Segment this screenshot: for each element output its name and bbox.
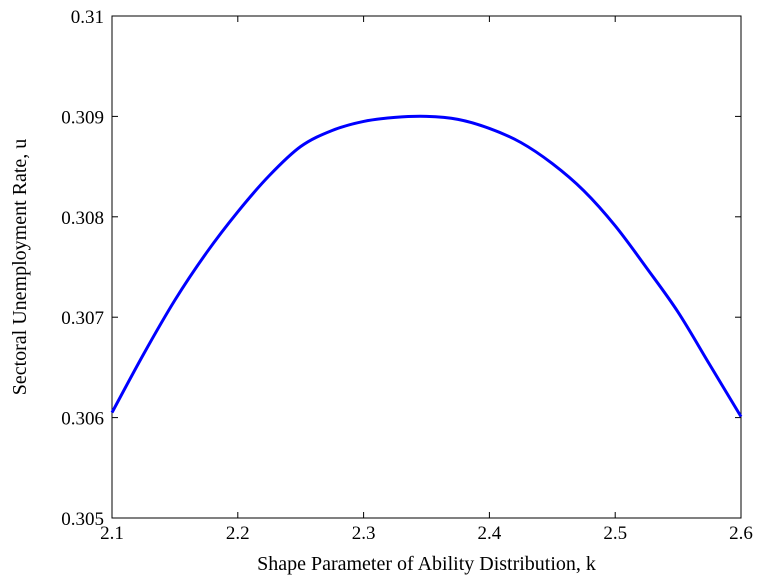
y-tick-label: 0.309 — [61, 107, 104, 128]
y-tick-label: 0.308 — [61, 208, 104, 229]
y-tick-labels: 0.305 0.306 0.307 0.308 0.309 0.31 — [61, 7, 104, 530]
axis-ticks — [111, 15, 742, 519]
x-tick-label: 2.1 — [100, 523, 124, 544]
x-axis-label: Shape Parameter of Ability Distribution,… — [257, 553, 596, 575]
plot-area-frame — [111, 15, 742, 519]
y-tick-label: 0.305 — [61, 509, 104, 530]
x-tick-label: 2.3 — [352, 523, 376, 544]
x-tick-label: 2.6 — [729, 523, 753, 544]
y-tick-label: 0.31 — [71, 7, 104, 28]
x-tick-label: 2.4 — [478, 523, 502, 544]
x-tick-label: 2.5 — [603, 523, 627, 544]
x-tick-label: 2.2 — [226, 523, 250, 544]
y-tick-label: 0.307 — [61, 308, 104, 329]
series-line — [110, 114, 743, 418]
y-tick-label: 0.306 — [61, 409, 104, 430]
y-axis-label: Sectoral Unemployment Rate, u — [9, 139, 31, 396]
x-tick-labels: 2.1 2.2 2.3 2.4 2.5 2.6 — [100, 523, 753, 544]
series-layer — [110, 114, 743, 418]
